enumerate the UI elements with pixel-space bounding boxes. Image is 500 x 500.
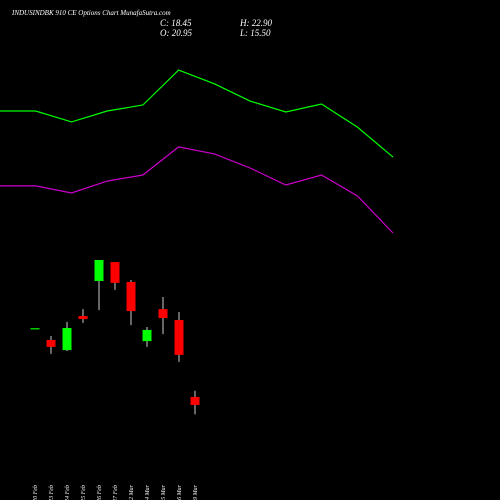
chart-title: INDUSINDBK 910 CE Options Chart MunafaSu…: [11, 9, 171, 17]
candle-body: [142, 329, 152, 342]
candle-body: [110, 262, 120, 283]
candle-body: [62, 328, 72, 351]
open-label: O: 20.95: [160, 28, 192, 38]
indicator-line: [0, 69, 394, 158]
candle-body: [126, 281, 136, 312]
x-tick-label: 23 Feb: [49, 485, 55, 500]
candle-body: [190, 396, 200, 405]
close-label: C: 18.45: [160, 18, 192, 28]
candle-body: [46, 340, 56, 347]
candle-body: [174, 320, 184, 355]
x-tick-label: 26 Feb: [97, 485, 103, 500]
x-tick-label: 04 Mar: [144, 484, 151, 500]
x-tick-label: 25 Feb: [81, 485, 87, 500]
low-label: L: 15.50: [239, 28, 271, 38]
x-tick-label: 06 Mar: [177, 484, 183, 500]
x-tick-label: 05 Mar: [161, 484, 167, 500]
x-tick-label: 09 Mar: [193, 484, 199, 500]
x-tick-label: 02 Mar: [129, 484, 135, 500]
candle-body: [158, 309, 168, 319]
high-label: H: 22.90: [239, 18, 272, 28]
x-tick-label: 27 Feb: [113, 485, 119, 500]
indicator-line: [0, 146, 394, 234]
x-tick-label: 24 Feb: [64, 485, 71, 500]
candle-body: [94, 260, 104, 281]
candle-body: [30, 328, 40, 330]
candle-body: [78, 316, 88, 320]
x-tick-label: 20 Feb: [33, 485, 39, 500]
